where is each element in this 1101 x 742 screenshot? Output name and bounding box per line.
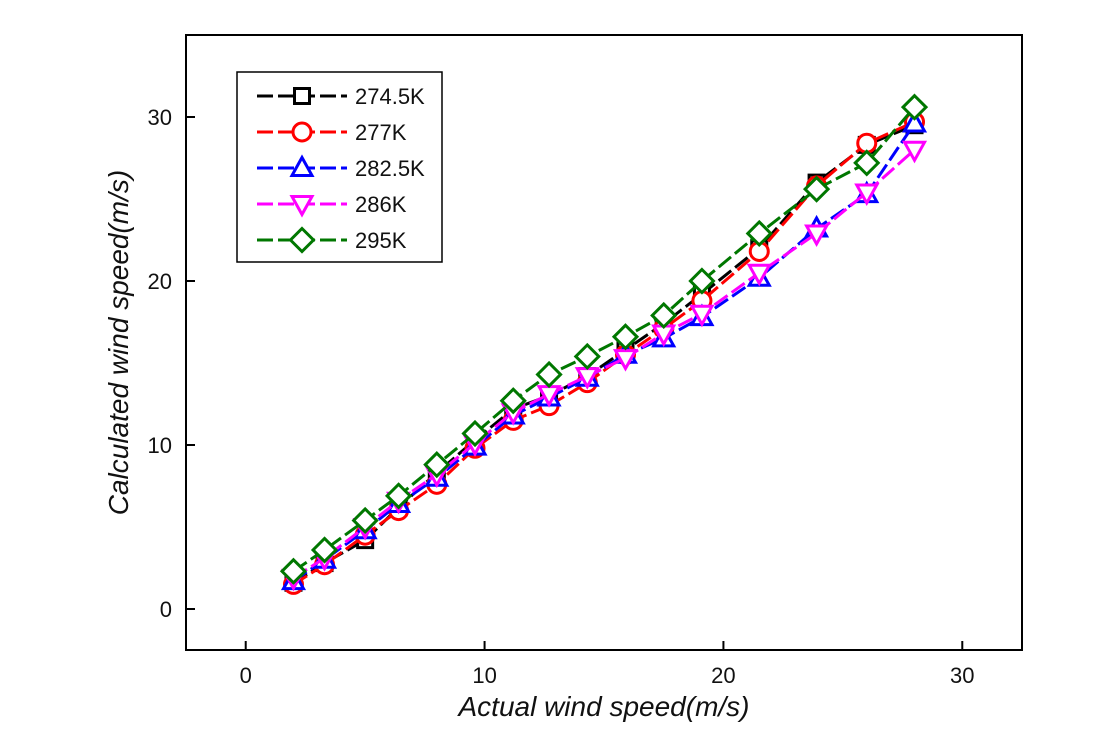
legend-label: 295K — [355, 228, 407, 253]
data-point — [612, 349, 639, 372]
tick-labels: 0 10 20 30 0 10 20 30 — [148, 105, 975, 688]
data-point — [650, 301, 678, 330]
data-point — [901, 140, 928, 164]
legend-item: 274.5K — [257, 84, 425, 109]
series-line — [292, 148, 916, 580]
data-point — [279, 557, 308, 585]
x-tick-label: 20 — [711, 663, 735, 688]
y-tick-label: 10 — [148, 433, 172, 458]
y-tick-label: 30 — [148, 105, 172, 130]
data-point — [900, 93, 929, 121]
data-point — [745, 219, 773, 248]
legend-item: 286K — [257, 192, 407, 218]
data-point — [804, 224, 830, 248]
x-tick-label: 0 — [240, 663, 252, 688]
legend-label: 274.5K — [355, 84, 425, 109]
data-point — [310, 536, 339, 564]
x-axis-title: Actual wind speed(m/s) — [456, 691, 749, 722]
data-point — [611, 323, 640, 351]
data-point — [853, 149, 881, 177]
y-tick-label: 20 — [148, 269, 172, 294]
legend-item: 277K — [257, 120, 407, 145]
legend-item: 295K — [257, 226, 407, 254]
legend-marker — [291, 121, 313, 143]
plot-frame — [185, 34, 1023, 651]
legend: 274.5K 277K 282.5K 286K 295K — [236, 71, 443, 263]
data-point — [351, 506, 379, 535]
plot-border — [185, 34, 1023, 651]
data-point — [499, 387, 527, 415]
legend-label: 282.5K — [355, 156, 425, 181]
series-line — [292, 106, 916, 573]
data-point — [746, 263, 772, 287]
series-line — [292, 120, 916, 586]
y-tick-label: 0 — [160, 597, 172, 622]
data-point — [461, 419, 489, 448]
data-point — [689, 304, 715, 328]
legend-marker — [289, 154, 315, 177]
legend-marker — [289, 195, 315, 218]
data-point — [854, 183, 880, 207]
data-point — [573, 342, 601, 371]
data-point — [384, 482, 413, 510]
data-point — [802, 175, 831, 203]
y-axis-title: Calculated wind speed(m/s) — [103, 170, 134, 516]
legend-marker — [293, 87, 311, 105]
data-point — [535, 360, 563, 389]
series-295K — [279, 93, 929, 585]
x-tick-label: 10 — [472, 663, 496, 688]
legend-label: 277K — [355, 120, 407, 145]
x-tick-label: 30 — [950, 663, 974, 688]
legend-marker — [288, 226, 316, 254]
data-point — [901, 109, 928, 133]
legend-label: 286K — [355, 192, 407, 217]
data-point — [423, 451, 451, 479]
series-layer — [279, 93, 929, 595]
axis-ticks — [186, 116, 964, 650]
data-point — [688, 267, 716, 295]
legend-item: 282.5K — [257, 154, 425, 181]
